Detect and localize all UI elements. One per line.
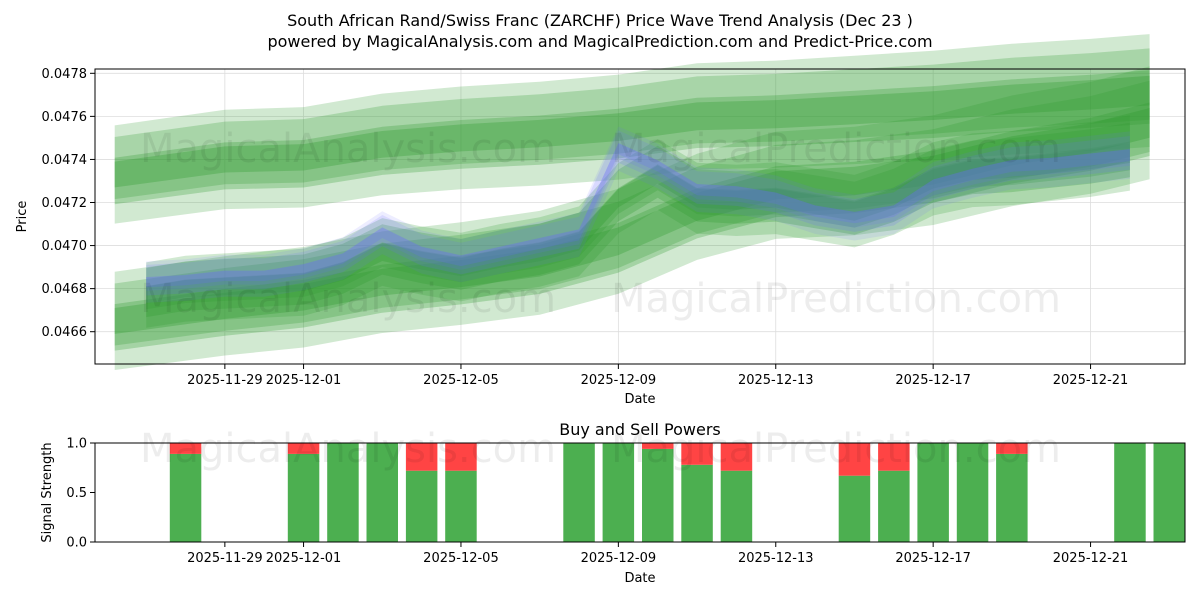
band-lower-trend-1 bbox=[114, 80, 1150, 346]
watermark-prediction-mid: MagicalPrediction.com bbox=[611, 276, 1061, 322]
buy-bar bbox=[681, 464, 713, 542]
band-lower-trend-3 bbox=[114, 108, 1150, 334]
band-wave-blue-2 bbox=[146, 143, 1130, 296]
band-wave-green-1 bbox=[146, 122, 1130, 310]
buy-bar bbox=[445, 470, 477, 542]
sell-bar bbox=[878, 443, 910, 471]
band-upper-trend-3 bbox=[114, 75, 1150, 188]
price-plot-frame bbox=[94, 68, 1186, 365]
band-upper-trend-0 bbox=[114, 34, 1150, 224]
x-axis-label: Date bbox=[624, 392, 655, 407]
signal-x-tick-label: 2025-12-21 bbox=[1053, 551, 1129, 566]
band-wave-blue-3 bbox=[146, 143, 1130, 288]
buy-bar bbox=[838, 475, 871, 542]
y-tick-label: 0.0472 bbox=[42, 196, 88, 211]
band-wave-green-2 bbox=[146, 141, 1130, 318]
signal-x-axis-label: Date bbox=[624, 571, 655, 586]
buy-bar bbox=[366, 443, 398, 542]
signal-y-tick-label: 0.0 bbox=[66, 536, 87, 551]
buy-bar bbox=[169, 453, 202, 542]
sell-bar bbox=[681, 443, 713, 465]
y-axis-label: Price bbox=[15, 201, 30, 233]
band-upper-trend-2 bbox=[114, 70, 1150, 205]
watermark-analysis-mid: MagicalAnalysis.com bbox=[140, 276, 556, 322]
buy-bar bbox=[720, 470, 753, 542]
x-tick-label: 2025-12-01 bbox=[266, 373, 342, 388]
x-tick-label: 2025-12-21 bbox=[1053, 373, 1129, 388]
sell-bar bbox=[642, 443, 674, 449]
y-tick-label: 0.0476 bbox=[42, 110, 88, 125]
x-tick-label: 2025-12-09 bbox=[581, 373, 657, 388]
sell-bar bbox=[169, 443, 202, 454]
sell-bar bbox=[287, 443, 320, 454]
signal-x-tick-label: 2025-12-17 bbox=[895, 551, 971, 566]
signal-y-axis-label: Signal Strength bbox=[40, 442, 55, 542]
band-wave-blue-0 bbox=[146, 126, 1130, 303]
buy-bar bbox=[287, 453, 320, 542]
sell-bar bbox=[838, 443, 871, 476]
signal-y-tick-label: 1.0 bbox=[66, 437, 87, 452]
y-tick-label: 0.0468 bbox=[42, 282, 88, 297]
sell-bar bbox=[720, 443, 753, 471]
x-tick-label: 2025-11-29 bbox=[187, 373, 263, 388]
sell-bar bbox=[996, 443, 1028, 454]
buy-bar bbox=[327, 443, 359, 542]
x-tick-label: 2025-12-13 bbox=[738, 373, 814, 388]
signal-plot: Buy and Sell Powers 2025-11-29 2025-12-01 2… bbox=[40, 420, 1186, 586]
signal-x-tick-label: 2025-12-01 bbox=[266, 551, 342, 566]
signal-y-tick-label: 0.5 bbox=[66, 486, 87, 501]
watermark-analysis-bottom: MagicalAnalysis.com bbox=[140, 426, 556, 472]
signal-x-tick-label: 2025-12-13 bbox=[738, 551, 814, 566]
sell-bar bbox=[405, 443, 438, 471]
watermark-prediction-top: MagicalPrediction.com bbox=[611, 126, 1061, 172]
buy-bar bbox=[878, 470, 910, 542]
signal-x-tick-label: 2025-11-29 bbox=[187, 551, 263, 566]
buy-bar bbox=[405, 470, 438, 542]
band-wave-blue-1 bbox=[146, 130, 1130, 291]
watermark-prediction-bottom: MagicalPrediction.com bbox=[611, 426, 1061, 472]
band-lower-trend-2 bbox=[114, 102, 1150, 351]
y-tick-label: 0.0478 bbox=[42, 67, 88, 82]
buy-bar bbox=[917, 443, 949, 542]
x-tick-label: 2025-12-17 bbox=[895, 373, 971, 388]
y-tick-label: 0.0466 bbox=[42, 325, 88, 340]
band-wave-green-3 bbox=[146, 143, 1130, 304]
band-upper-trend-1 bbox=[114, 48, 1150, 200]
buy-bar bbox=[602, 443, 635, 542]
x-tick-label: 2025-12-05 bbox=[423, 373, 499, 388]
signal-x-tick-label: 2025-12-05 bbox=[423, 551, 499, 566]
buy-bar bbox=[563, 443, 595, 542]
signal-x-tick-label: 2025-12-09 bbox=[581, 551, 657, 566]
price-plot: 2025-11-29 2025-12-01 2025-12-05 2025-12-09… bbox=[15, 34, 1186, 407]
sell-bar bbox=[445, 443, 477, 471]
band-wave-green-0 bbox=[146, 115, 1130, 328]
buy-bar bbox=[956, 443, 989, 542]
buy-bar bbox=[996, 453, 1028, 542]
signal-chart-title: Buy and Sell Powers bbox=[559, 420, 721, 439]
watermark-analysis-top: MagicalAnalysis.com bbox=[140, 126, 556, 172]
band-lower-trend-0 bbox=[114, 66, 1150, 371]
buy-bar bbox=[1153, 443, 1185, 542]
y-tick-label: 0.0474 bbox=[42, 153, 88, 168]
buy-bar bbox=[642, 448, 674, 542]
chart-subtitle: powered by MagicalAnalysis.com and Magic… bbox=[267, 32, 932, 51]
buy-bar bbox=[1114, 443, 1146, 542]
y-tick-label: 0.0470 bbox=[42, 239, 88, 254]
chart-title: South African Rand/Swiss Franc (ZARCHF) … bbox=[287, 11, 913, 30]
